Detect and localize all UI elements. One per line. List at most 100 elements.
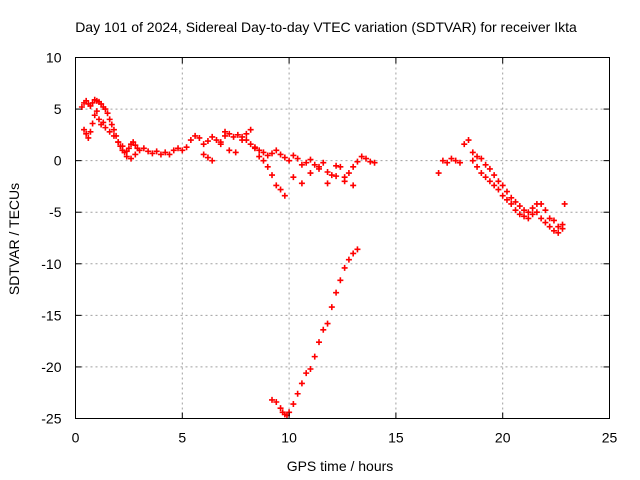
data-point	[93, 108, 100, 115]
data-point	[260, 149, 267, 156]
y-tick-label: -15	[41, 307, 61, 323]
data-point	[495, 178, 502, 185]
grid-lines	[75, 57, 610, 419]
data-point	[320, 159, 327, 166]
data-point	[508, 200, 515, 207]
data-point	[149, 150, 156, 157]
data-point	[264, 163, 271, 170]
data-point	[298, 161, 305, 168]
data-point	[247, 141, 254, 148]
data-point	[333, 173, 340, 180]
data-point	[555, 223, 562, 230]
data-point	[307, 170, 314, 177]
data-point	[529, 211, 536, 218]
x-tick-label: 5	[178, 430, 186, 446]
data-point	[273, 398, 280, 405]
data-point	[328, 172, 335, 179]
data-point	[251, 145, 258, 152]
data-point	[465, 137, 472, 144]
data-point	[328, 304, 335, 311]
data-point	[106, 116, 113, 123]
data-point	[281, 192, 288, 199]
data-point	[102, 106, 109, 113]
data-point	[474, 153, 481, 160]
data-point	[128, 155, 135, 162]
data-point	[162, 149, 169, 156]
data-point	[538, 200, 545, 207]
data-point	[512, 198, 519, 205]
data-point	[491, 172, 498, 179]
data-point	[345, 170, 352, 177]
x-axis-label: GPS time / hours	[287, 458, 394, 474]
y-tick-label: 5	[54, 101, 62, 117]
plot-frame	[75, 57, 610, 419]
data-point	[298, 380, 305, 387]
data-point	[525, 209, 532, 216]
data-point	[503, 196, 510, 203]
data-point	[277, 151, 284, 158]
data-point	[256, 153, 263, 160]
data-point	[499, 182, 506, 189]
data-point	[341, 264, 348, 271]
data-point	[213, 137, 220, 144]
data-point	[132, 142, 139, 149]
data-point	[367, 158, 374, 165]
data-point	[298, 180, 305, 187]
data-point	[542, 219, 549, 226]
x-tick-label: 25	[602, 430, 618, 446]
data-point	[136, 147, 143, 154]
data-point	[230, 133, 237, 140]
data-point	[100, 119, 107, 126]
data-point	[499, 192, 506, 199]
data-point	[303, 159, 310, 166]
series-segment-5	[435, 137, 568, 230]
x-tick-label: 10	[281, 430, 297, 446]
data-point	[333, 162, 340, 169]
data-point	[110, 132, 117, 139]
series-segment-1	[78, 96, 378, 181]
data-point	[324, 168, 331, 175]
data-point	[183, 144, 190, 151]
data-point	[98, 100, 105, 107]
data-point	[354, 158, 361, 165]
data-point	[95, 116, 102, 123]
data-point	[482, 174, 489, 181]
data-point	[247, 126, 254, 133]
data-point	[482, 161, 489, 168]
data-point	[140, 145, 147, 152]
data-point	[232, 149, 239, 156]
data-point	[273, 182, 280, 189]
data-point	[444, 159, 451, 166]
data-point	[469, 149, 476, 156]
data-point	[170, 147, 177, 154]
data-point	[196, 134, 203, 141]
data-point	[130, 139, 137, 146]
data-point	[277, 186, 284, 193]
data-point	[108, 121, 115, 128]
data-point	[456, 159, 463, 166]
data-points	[78, 96, 568, 419]
data-point	[179, 147, 186, 154]
data-point	[290, 174, 297, 181]
data-point	[521, 213, 528, 220]
data-point	[187, 137, 194, 144]
data-point	[495, 186, 502, 193]
data-point	[521, 207, 528, 214]
data-point	[550, 217, 557, 224]
data-point	[200, 141, 207, 148]
data-point	[209, 157, 216, 164]
data-point	[307, 156, 314, 163]
data-point	[311, 161, 318, 168]
data-point	[209, 133, 216, 140]
data-point	[491, 182, 498, 189]
data-point	[486, 165, 493, 172]
data-point	[78, 104, 85, 111]
data-point	[115, 139, 122, 146]
data-point	[104, 110, 111, 117]
data-point	[516, 203, 523, 210]
data-point	[87, 128, 94, 135]
axis-ticks: 0 5 10 15 20 25 -25 -20 -15 -10 -5 0 5 10	[41, 50, 617, 446]
data-point	[350, 182, 357, 189]
data-point	[474, 163, 481, 170]
